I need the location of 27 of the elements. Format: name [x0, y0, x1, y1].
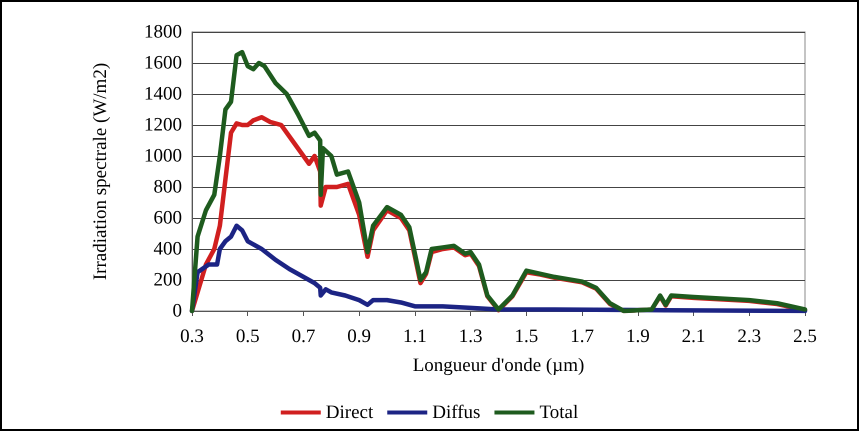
y-tick-label: 1000	[144, 146, 182, 166]
y-tick-label: 200	[154, 270, 182, 290]
y-tick-label: 1800	[144, 22, 182, 42]
y-tick-label: 0	[172, 300, 182, 322]
y-tick-label: 1400	[144, 84, 182, 104]
x-tick-label: 1.7	[570, 326, 594, 347]
y-tick-label: 1200	[144, 114, 182, 136]
legend-label: Total	[539, 402, 578, 423]
legend-label: Diffus	[432, 402, 480, 423]
y-axis-title: Irradiation spectrale (W/m2)	[90, 62, 111, 280]
x-tick-label: 1.5	[514, 326, 538, 347]
x-tick-label: 1.9	[626, 326, 650, 347]
x-axis-title: Longueur d'onde (µm)	[412, 355, 584, 376]
y-tick-label: 400	[154, 238, 182, 260]
legend-label: Direct	[326, 402, 374, 423]
x-tick-label: 1.1	[403, 326, 427, 347]
x-tick-label: 0.7	[292, 326, 316, 347]
x-tick-label: 0.5	[236, 326, 260, 347]
x-tick-label: 2.1	[682, 326, 706, 347]
y-tick-label: 800	[154, 176, 182, 198]
x-tick-label: 2.5	[793, 326, 817, 347]
x-tick-label: 2.3	[737, 326, 762, 347]
y-tick-label: 1600	[144, 52, 182, 74]
x-tick-label: 0.9	[347, 326, 372, 347]
x-tick-label: 0.3	[180, 326, 204, 347]
x-tick-label: 1.3	[458, 326, 483, 347]
y-tick-label: 600	[154, 208, 182, 228]
